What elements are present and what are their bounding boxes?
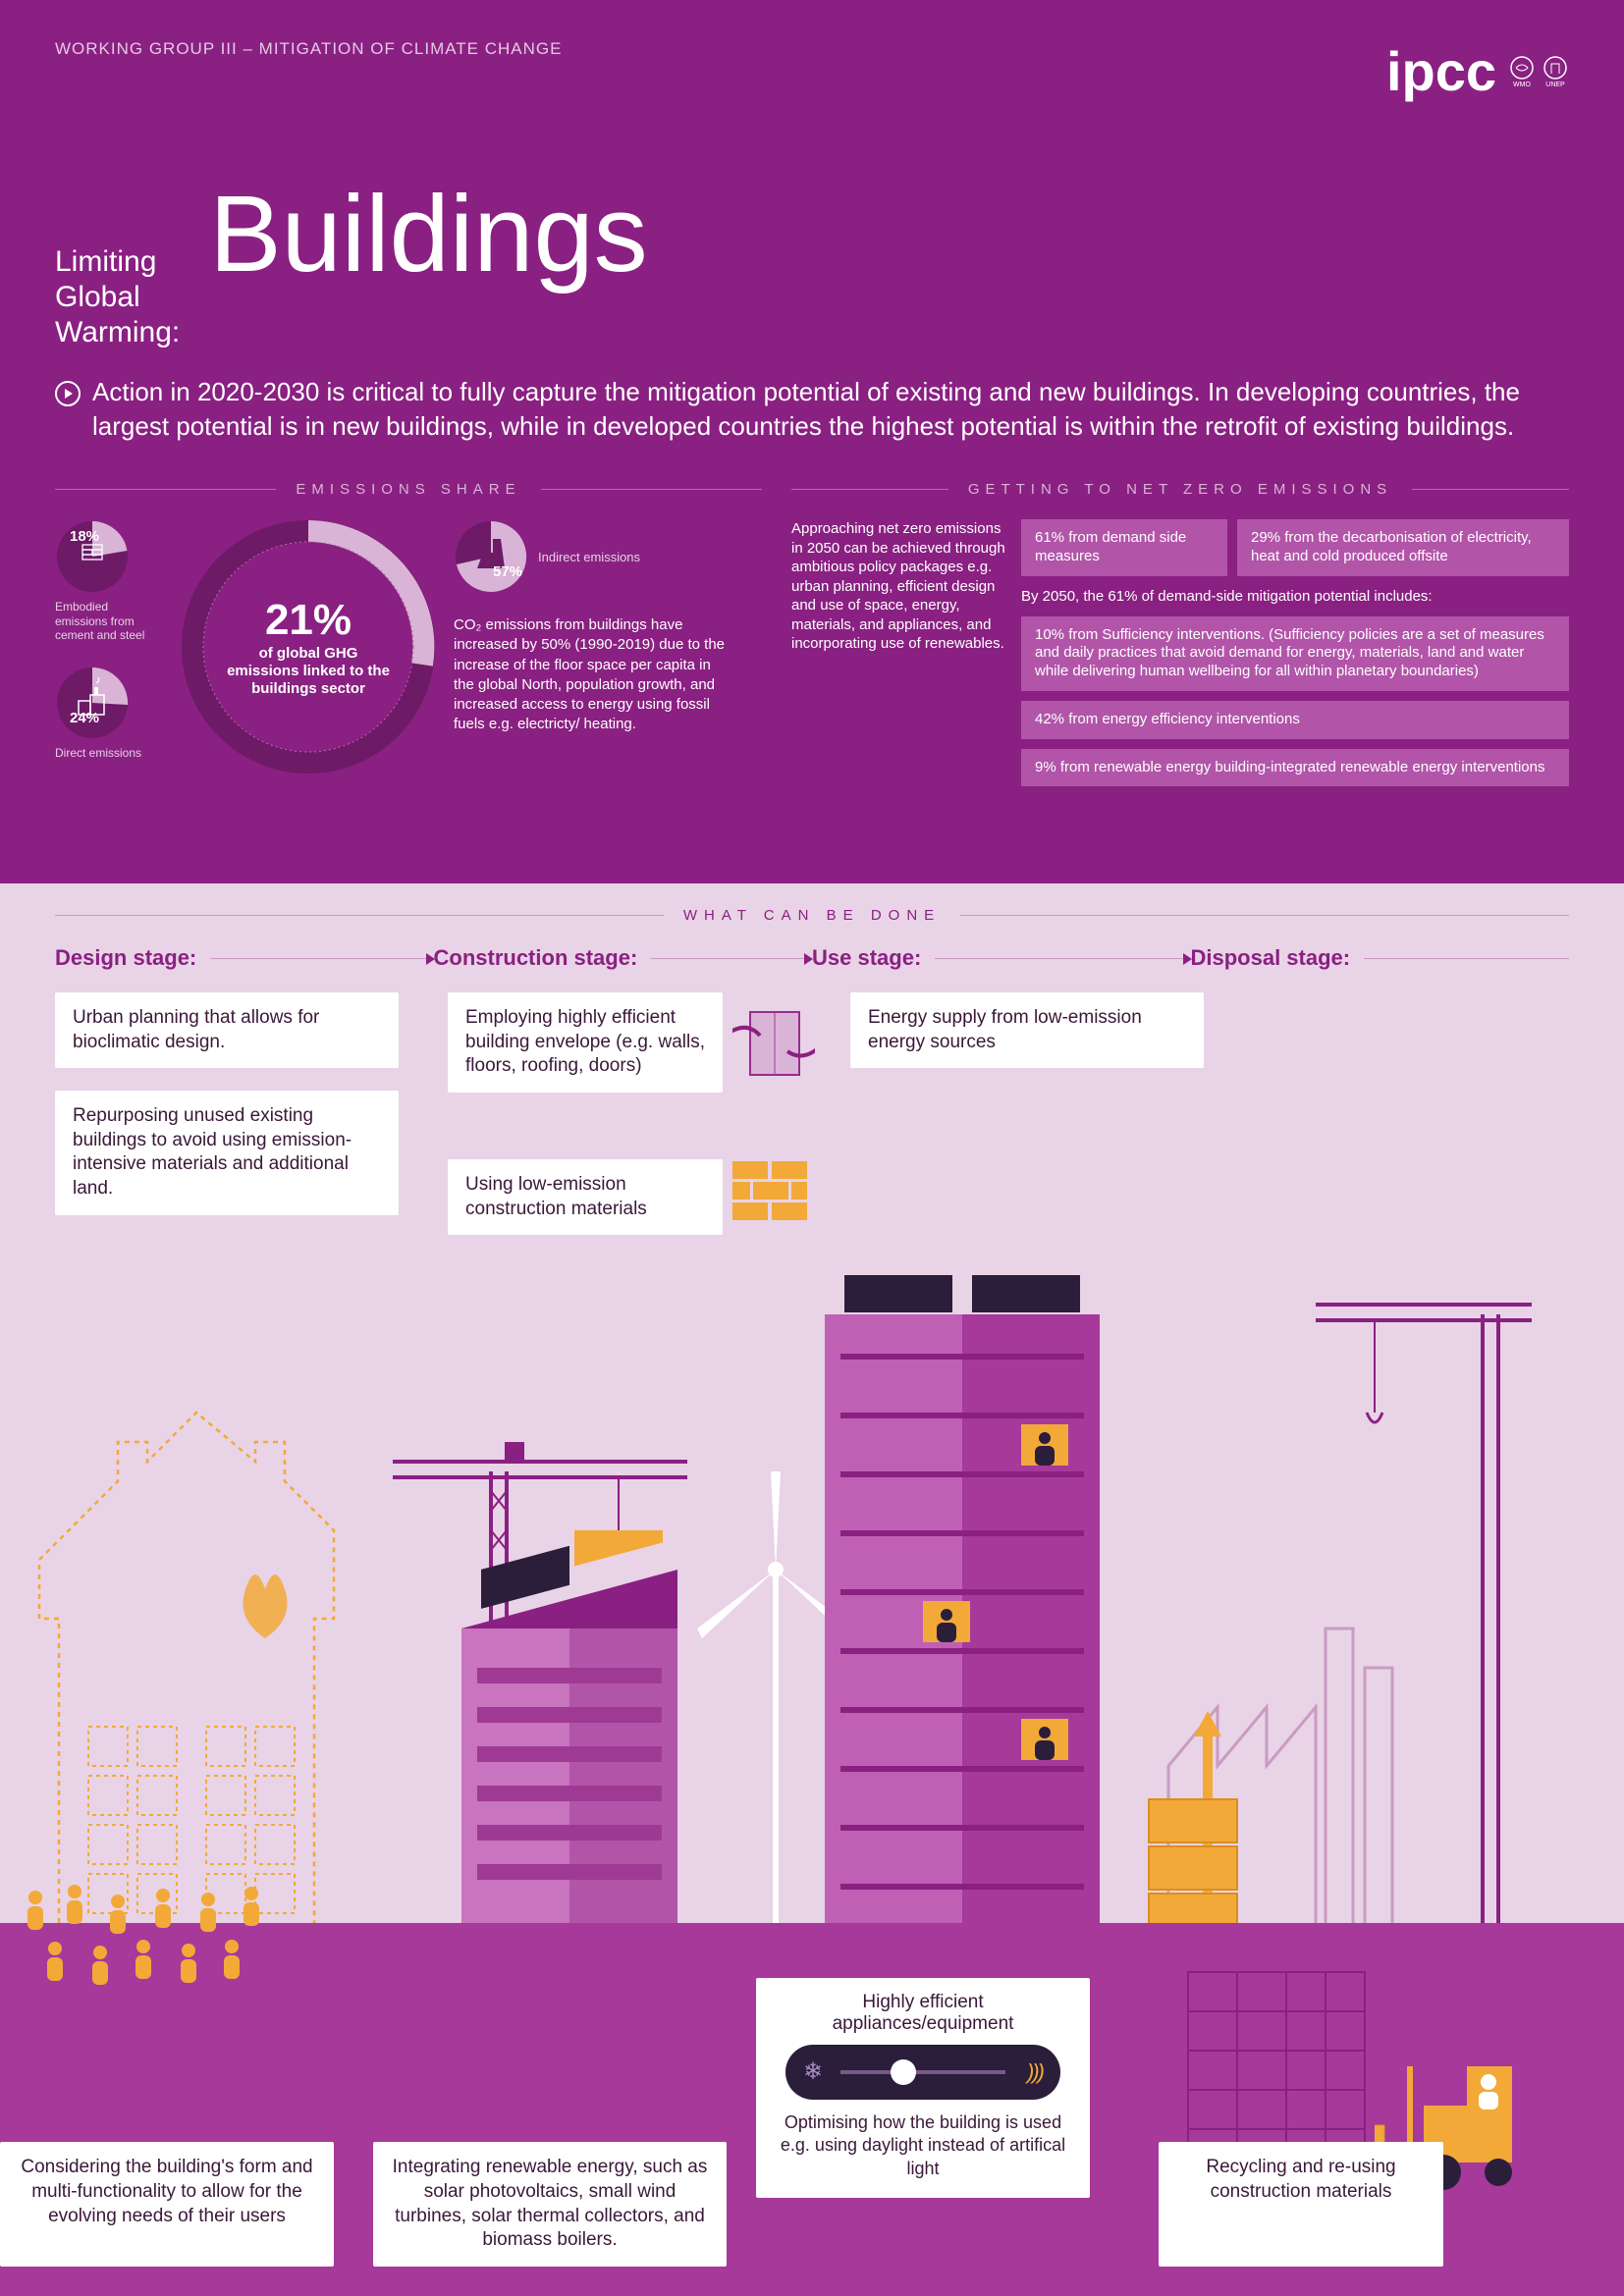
lower-card-disposal: Recycling and re-using construction mate…: [1159, 2142, 1443, 2267]
direct-label: Direct emissions: [55, 746, 141, 760]
header-bar: WORKING GROUP III – MITIGATION OF CLIMAT…: [55, 39, 1569, 103]
emissions-grid: 18% Embodied emissions from cement and s…: [55, 519, 762, 774]
unep-icon: UNEP: [1542, 54, 1569, 88]
box-61: 61% from demand side measures: [1021, 519, 1227, 576]
main-donut: 21% of global GHG emissions linked to th…: [181, 519, 436, 774]
pie-24-icon: 24%: [55, 666, 130, 740]
appliance-title: Highly efficient appliances/equipment: [774, 1992, 1072, 2035]
stage-design: Design stage:: [55, 945, 434, 971]
play-icon: [55, 381, 81, 415]
emissions-paragraph: CO₂ emissions from buildings have increa…: [454, 615, 729, 735]
card-construction2: Using low-emission construction material…: [448, 1159, 723, 1235]
pie-18-icon: 18%: [55, 519, 130, 594]
svg-text:18%: 18%: [70, 528, 99, 545]
box-10: 10% from Sufficiency interventions. (Suf…: [1021, 616, 1569, 691]
wmo-icon: WMO: [1508, 54, 1536, 88]
illustration-layer: Highly efficient appliances/equipment ❄ …: [0, 1237, 1624, 2296]
arrow-line: [935, 958, 1190, 959]
svg-text:57%: 57%: [493, 563, 522, 580]
what-section-label: WHAT CAN BE DONE: [55, 907, 1569, 924]
bricks-icon: [732, 1161, 807, 1220]
small-pies-column: 18% Embodied emissions from cement and s…: [55, 519, 163, 774]
indirect-pie: 57% Indirect emissions: [454, 519, 729, 594]
thermostat-track: [840, 2070, 1005, 2074]
building-outline-icon: [0, 1393, 353, 1943]
infographic-page: WORKING GROUP III – MITIGATION OF CLIMAT…: [0, 0, 1624, 2296]
working-group-label: WORKING GROUP III – MITIGATION OF CLIMAT…: [55, 39, 562, 59]
building-3-icon: [805, 1255, 1119, 1943]
envelope-icon: [732, 1002, 815, 1085]
thermostat-knob: [891, 2059, 916, 2085]
stage-use: Use stage:: [812, 945, 1191, 971]
heat-icon: ))): [1027, 2059, 1043, 2085]
bottom-section: WHAT CAN BE DONE Design stage: Construct…: [0, 883, 1624, 2296]
people-icons: [16, 1884, 330, 2002]
embodied-pie: 18% Embodied emissions from cement and s…: [55, 519, 163, 642]
top-section: WORKING GROUP III – MITIGATION OF CLIMAT…: [0, 0, 1624, 883]
snowflake-icon: ❄: [803, 2057, 823, 2086]
logo-text: ipcc: [1386, 39, 1496, 103]
embodied-label: Embodied emissions from cement and steel: [55, 600, 163, 642]
lower-cards: Considering the building's form and mult…: [0, 2142, 1624, 2267]
card-design1: Urban planning that allows for bioclimat…: [55, 992, 399, 1068]
lower-card-design: Considering the building's form and mult…: [0, 2142, 334, 2267]
netzero-intro: Approaching net zero emissions in 2050 c…: [791, 519, 1007, 786]
arrow-line: [1364, 958, 1569, 959]
logo-partner-icons: WMO UNEP: [1508, 54, 1569, 88]
crane-2-icon: [1306, 1255, 1542, 1943]
box-29: 29% from the decarbonisation of electric…: [1237, 519, 1569, 576]
donut-subtitle: of global GHG emissions linked to the bu…: [181, 645, 436, 698]
two-column-data: EMISSIONS SHARE 18%: [55, 481, 1569, 786]
netzero-content: Approaching net zero emissions in 2050 c…: [791, 519, 1569, 786]
card-design2: Repurposing unused existing buildings to…: [55, 1091, 399, 1215]
netzero-boxes: 61% from demand side measures 29% from t…: [1021, 519, 1569, 786]
svg-text:24%: 24%: [70, 710, 99, 726]
direct-pie: 24% Direct emissions: [55, 666, 163, 760]
emissions-right-column: 57% Indirect emissions CO₂ emissions fro…: [454, 519, 729, 774]
card-use1: Energy supply from low-emission energy s…: [850, 992, 1204, 1068]
intro-paragraph: Action in 2020-2030 is critical to fully…: [55, 375, 1569, 444]
indirect-label: Indirect emissions: [538, 550, 640, 564]
donut-percent: 21%: [265, 596, 352, 645]
card-construction1: Employing highly efficient building enve…: [448, 992, 723, 1093]
building-2-icon: [422, 1530, 717, 1943]
thermostat-icon: ❄ ))): [785, 2045, 1060, 2100]
stacked-boxes-icon: [1139, 1786, 1247, 1943]
donut-center: 21% of global GHG emissions linked to th…: [181, 519, 436, 774]
stages-row: Design stage: Construction stage: Use st…: [55, 945, 1569, 971]
arrow-line: [210, 958, 433, 959]
stage-disposal: Disposal stage:: [1191, 945, 1570, 971]
box-9: 9% from renewable energy building-integr…: [1021, 749, 1569, 787]
net-zero-column: GETTING TO NET ZERO EMISSIONS Approachin…: [791, 481, 1569, 786]
title-prefix: Limiting Global Warming:: [55, 244, 180, 350]
emissions-share-column: EMISSIONS SHARE 18%: [55, 481, 762, 786]
stage-construction: Construction stage:: [434, 945, 813, 971]
netzero-section-label: GETTING TO NET ZERO EMISSIONS: [791, 481, 1569, 498]
lower-card-construction: Integrating renewable energy, such as so…: [373, 2142, 727, 2267]
title-row: Limiting Global Warming: Buildings: [55, 172, 1569, 350]
ipcc-logo: ipcc WMO UNEP: [1386, 39, 1569, 103]
netzero-top-boxes: 61% from demand side measures 29% from t…: [1021, 519, 1569, 576]
netzero-caption: By 2050, the 61% of demand-side mitigati…: [1021, 588, 1569, 605]
arrow-line: [651, 958, 812, 959]
intro-text: Action in 2020-2030 is critical to fully…: [92, 375, 1569, 444]
box-42: 42% from energy efficiency interventions: [1021, 701, 1569, 739]
emissions-section-label: EMISSIONS SHARE: [55, 481, 762, 498]
crowd-icon: [16, 1884, 310, 2002]
pie-57-icon: 57%: [454, 519, 528, 594]
title-main: Buildings: [209, 172, 647, 296]
